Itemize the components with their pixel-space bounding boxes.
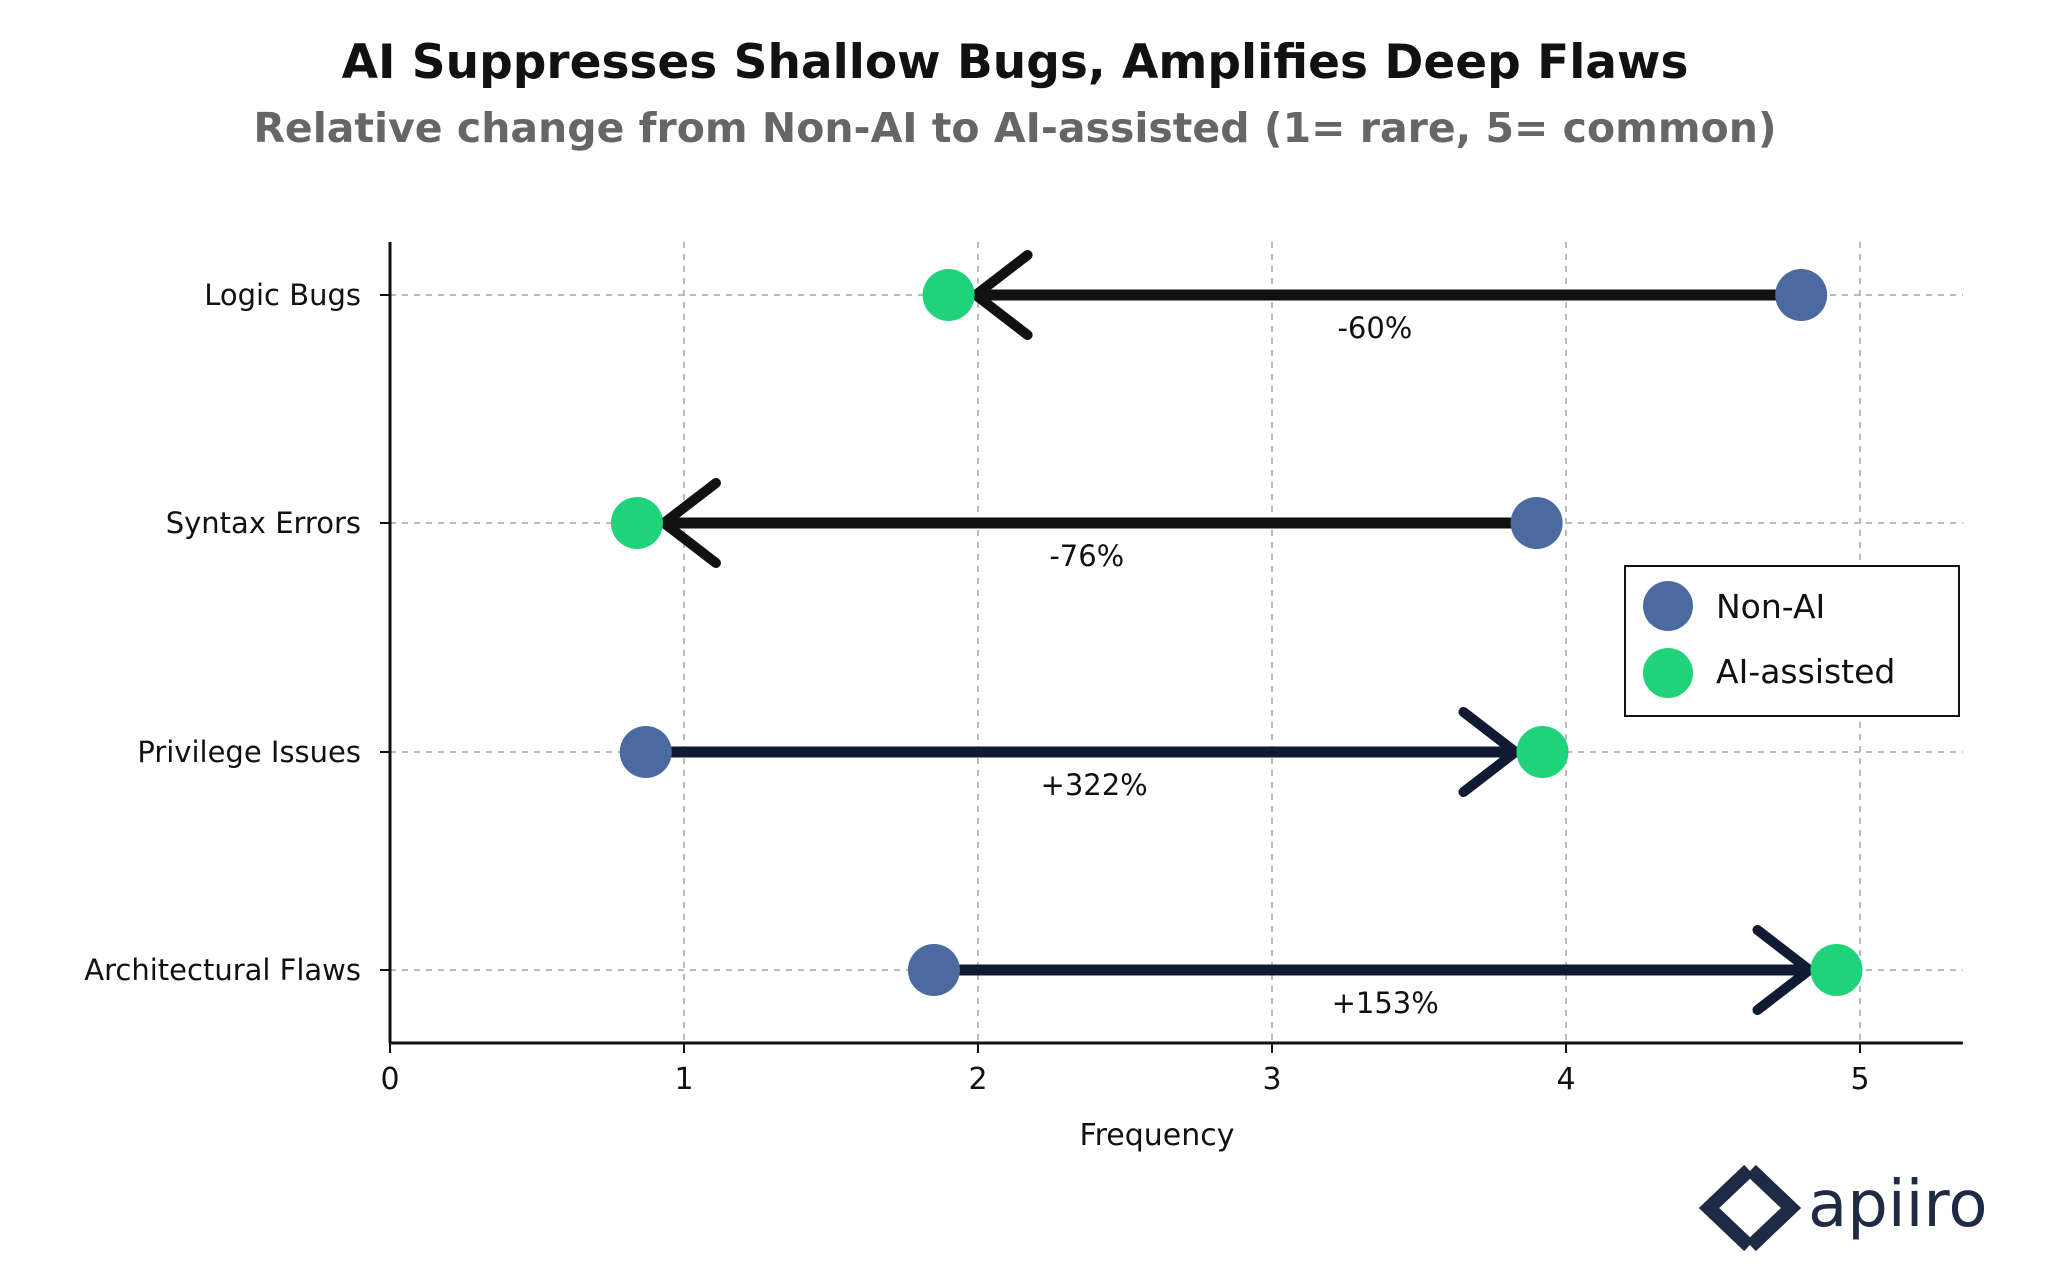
- chart-subtitle: Relative change from Non-AI to AI-assist…: [253, 104, 1776, 152]
- point-non-ai-architectural-flaws: [907, 944, 960, 996]
- arrow-head-syntax-errors: [655, 478, 721, 568]
- change-label-privilege-issues: +322%: [1041, 768, 1148, 802]
- change-arrows: [655, 250, 1818, 1015]
- arrow-head-privilege-issues: [1458, 707, 1524, 797]
- category-label-syntax-errors: Syntax Errors: [166, 506, 361, 540]
- legend-label-non-ai: Non-AI: [1716, 587, 1825, 626]
- category-label-privilege-issues: Privilege Issues: [137, 735, 361, 769]
- change-label-architectural-flaws: +153%: [1332, 986, 1439, 1020]
- point-non-ai-logic-bugs: [1775, 269, 1828, 321]
- change-annotations: -60% -76% +322% +153%: [1041, 311, 1439, 1020]
- data-points: [610, 269, 1863, 996]
- category-labels: Logic Bugs Syntax Errors Privilege Issues A…: [84, 278, 361, 987]
- arrow-head-logic-bugs: [967, 250, 1033, 340]
- x-tick-label-0: 0: [380, 1062, 399, 1097]
- legend-label-ai-assisted: AI-assisted: [1716, 652, 1895, 691]
- x-tick-label-5: 5: [1850, 1062, 1869, 1097]
- point-ai-assisted-logic-bugs: [922, 269, 975, 321]
- logo-diamond-icon: [1698, 1164, 1802, 1252]
- axes: [380, 242, 1963, 1053]
- category-label-logic-bugs: Logic Bugs: [204, 278, 361, 312]
- x-tick-label-3: 3: [1262, 1062, 1281, 1097]
- point-ai-assisted-syntax-errors: [610, 497, 663, 549]
- logo-wordmark: apiiro: [1808, 1168, 1987, 1242]
- arrow-head-architectural-flaws: [1752, 925, 1818, 1015]
- point-non-ai-privilege-issues: [619, 726, 672, 778]
- legend-swatch-non-ai: [1643, 581, 1693, 631]
- x-tick-labels: 0 1 2 3 4 5: [380, 1062, 1869, 1097]
- x-tick-label-4: 4: [1556, 1062, 1575, 1097]
- point-non-ai-syntax-errors: [1510, 497, 1563, 549]
- point-ai-assisted-architectural-flaws: [1810, 944, 1863, 996]
- chart-title: AI Suppresses Shallow Bugs, Amplifies De…: [342, 35, 1689, 90]
- x-tick-label-1: 1: [674, 1062, 693, 1097]
- x-tick-label-2: 2: [968, 1062, 987, 1097]
- change-label-syntax-errors: -76%: [1049, 539, 1124, 573]
- category-label-architectural-flaws: Architectural Flaws: [84, 953, 361, 987]
- x-axis-label: Frequency: [1080, 1118, 1235, 1153]
- legend-swatch-ai-assisted: [1643, 648, 1693, 698]
- point-ai-assisted-privilege-issues: [1516, 726, 1569, 778]
- change-label-logic-bugs: -60%: [1337, 311, 1412, 345]
- legend: Non-AI AI-assisted: [1624, 565, 1960, 717]
- apiiro-logo: apiiro: [1698, 1164, 1987, 1252]
